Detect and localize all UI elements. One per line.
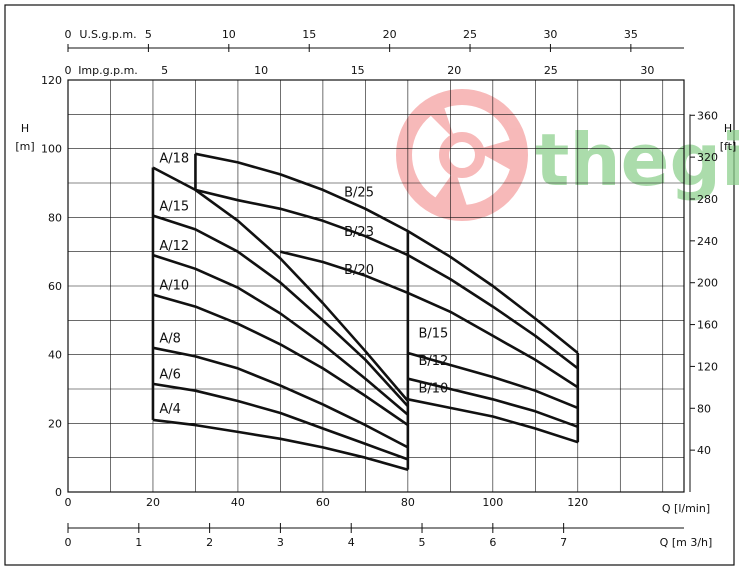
m3h-tick-label: 3	[277, 536, 284, 549]
x-tick-label: 0	[65, 496, 72, 509]
usgpm-axis-label: U.S.g.p.m.	[79, 28, 136, 41]
curve-b-25	[195, 152, 579, 355]
ft-tick-label: 80	[697, 402, 711, 415]
m3h-tick-label: 2	[206, 536, 213, 549]
usgpm-tick-label: 15	[302, 28, 316, 41]
watermark-blade	[420, 95, 455, 140]
curve-b-10	[407, 398, 579, 444]
m3h-tick-label: 6	[489, 536, 496, 549]
impgpm-tick-label: 20	[447, 64, 461, 77]
watermark-logo	[396, 89, 528, 221]
curves	[151, 152, 580, 471]
curve-b-20	[280, 250, 579, 389]
usgpm-tick-label: 0	[65, 28, 72, 41]
curve-labels: A/18 A/15 A/12 A/10 A/8 A/6 A/4 B/25 B/23 B/20 B/1…	[159, 151, 448, 417]
x-tick-label: 20	[146, 496, 160, 509]
impgpm-tick-label: 25	[544, 64, 558, 77]
m3h-tick-label: 0	[65, 536, 72, 549]
y-tick-label: 20	[48, 417, 62, 430]
curve-b-23	[195, 188, 579, 370]
curve-a-8	[152, 346, 409, 449]
impgpm-tick-label: 10	[254, 64, 268, 77]
m3h-tick-label: 4	[348, 536, 355, 549]
watermark-core	[439, 132, 485, 178]
ft-tick-label: 280	[697, 193, 718, 206]
curve-label: A/15	[159, 199, 189, 214]
impgpm-tick-label: 30	[640, 64, 654, 77]
ft-tick-label: 120	[697, 360, 718, 373]
curve-b-12	[407, 377, 579, 429]
y-tick-label: 80	[48, 211, 62, 224]
outer-frame	[4, 4, 735, 566]
m3h-axis-unit-label: Q [m 3/h]	[660, 536, 713, 549]
y-tick-label: 40	[48, 349, 62, 362]
curve-label: A/10	[159, 278, 189, 293]
y-right-axis-title: H	[724, 122, 732, 135]
curve-label: B/25	[344, 186, 374, 201]
curve-a-12	[152, 253, 409, 416]
y-tick-label: 60	[48, 280, 62, 293]
curve-label: B/20	[344, 263, 374, 278]
curve-a-10	[152, 293, 409, 427]
x-tick-label: 60	[316, 496, 330, 509]
curve-label: B/15	[418, 327, 448, 342]
y-tick-label: 100	[41, 143, 62, 156]
watermark-text: thegio	[535, 118, 739, 202]
curve-label: A/8	[159, 332, 181, 347]
m3h-tick-label: 7	[560, 536, 567, 549]
usgpm-tick-label: 5	[145, 28, 152, 41]
grid	[67, 79, 685, 493]
x-tick-label: 40	[231, 496, 245, 509]
x-tick-label: 100	[482, 496, 503, 509]
curve-a-6	[152, 382, 409, 461]
m3h-tick-label: 5	[419, 536, 426, 549]
y-tick-label: 120	[41, 74, 62, 87]
curve-label: A/18	[159, 151, 189, 166]
curve-a-4	[152, 418, 409, 471]
ft-tick-label: 240	[697, 235, 718, 248]
curve-label: A/12	[159, 239, 189, 254]
usgpm-tick-label: 35	[624, 28, 638, 41]
usgpm-tick-label: 25	[463, 28, 477, 41]
ft-tick-label: 200	[697, 277, 718, 290]
ft-tick-label: 40	[697, 444, 711, 457]
impgpm-tick-label: 0	[65, 64, 72, 77]
ft-tick-label: 160	[697, 319, 718, 332]
watermark-blade	[430, 170, 470, 215]
curve-label: A/6	[159, 368, 181, 383]
x-axis-unit-label: Q [l/min]	[662, 502, 710, 515]
ft-tick-label: 320	[697, 151, 718, 164]
x-tick-label: 120	[567, 496, 588, 509]
impgpm-tick-label: 15	[351, 64, 365, 77]
impgpm-tick-label: 5	[161, 64, 168, 77]
curve-a-15	[152, 214, 409, 408]
curve-b-15	[407, 351, 579, 410]
y-axis-unit: [m]	[15, 140, 34, 153]
y-axis-title: H	[21, 122, 29, 135]
usgpm-tick-label: 20	[383, 28, 397, 41]
curve-label: B/12	[418, 354, 448, 369]
curve-label: B/23	[344, 225, 374, 240]
m3h-tick-label: 1	[135, 536, 142, 549]
impgpm-axis-label: Imp.g.p.m.	[78, 64, 138, 77]
curve-label: B/10	[418, 381, 448, 396]
ft-tick-label: 360	[697, 109, 718, 122]
usgpm-tick-label: 10	[222, 28, 236, 41]
x-tick-label: 80	[401, 496, 415, 509]
usgpm-tick-label: 30	[543, 28, 557, 41]
curve-label: A/4	[159, 402, 181, 417]
y-right-axis-unit: [ft]	[720, 140, 737, 153]
y-tick-label: 0	[55, 486, 62, 499]
